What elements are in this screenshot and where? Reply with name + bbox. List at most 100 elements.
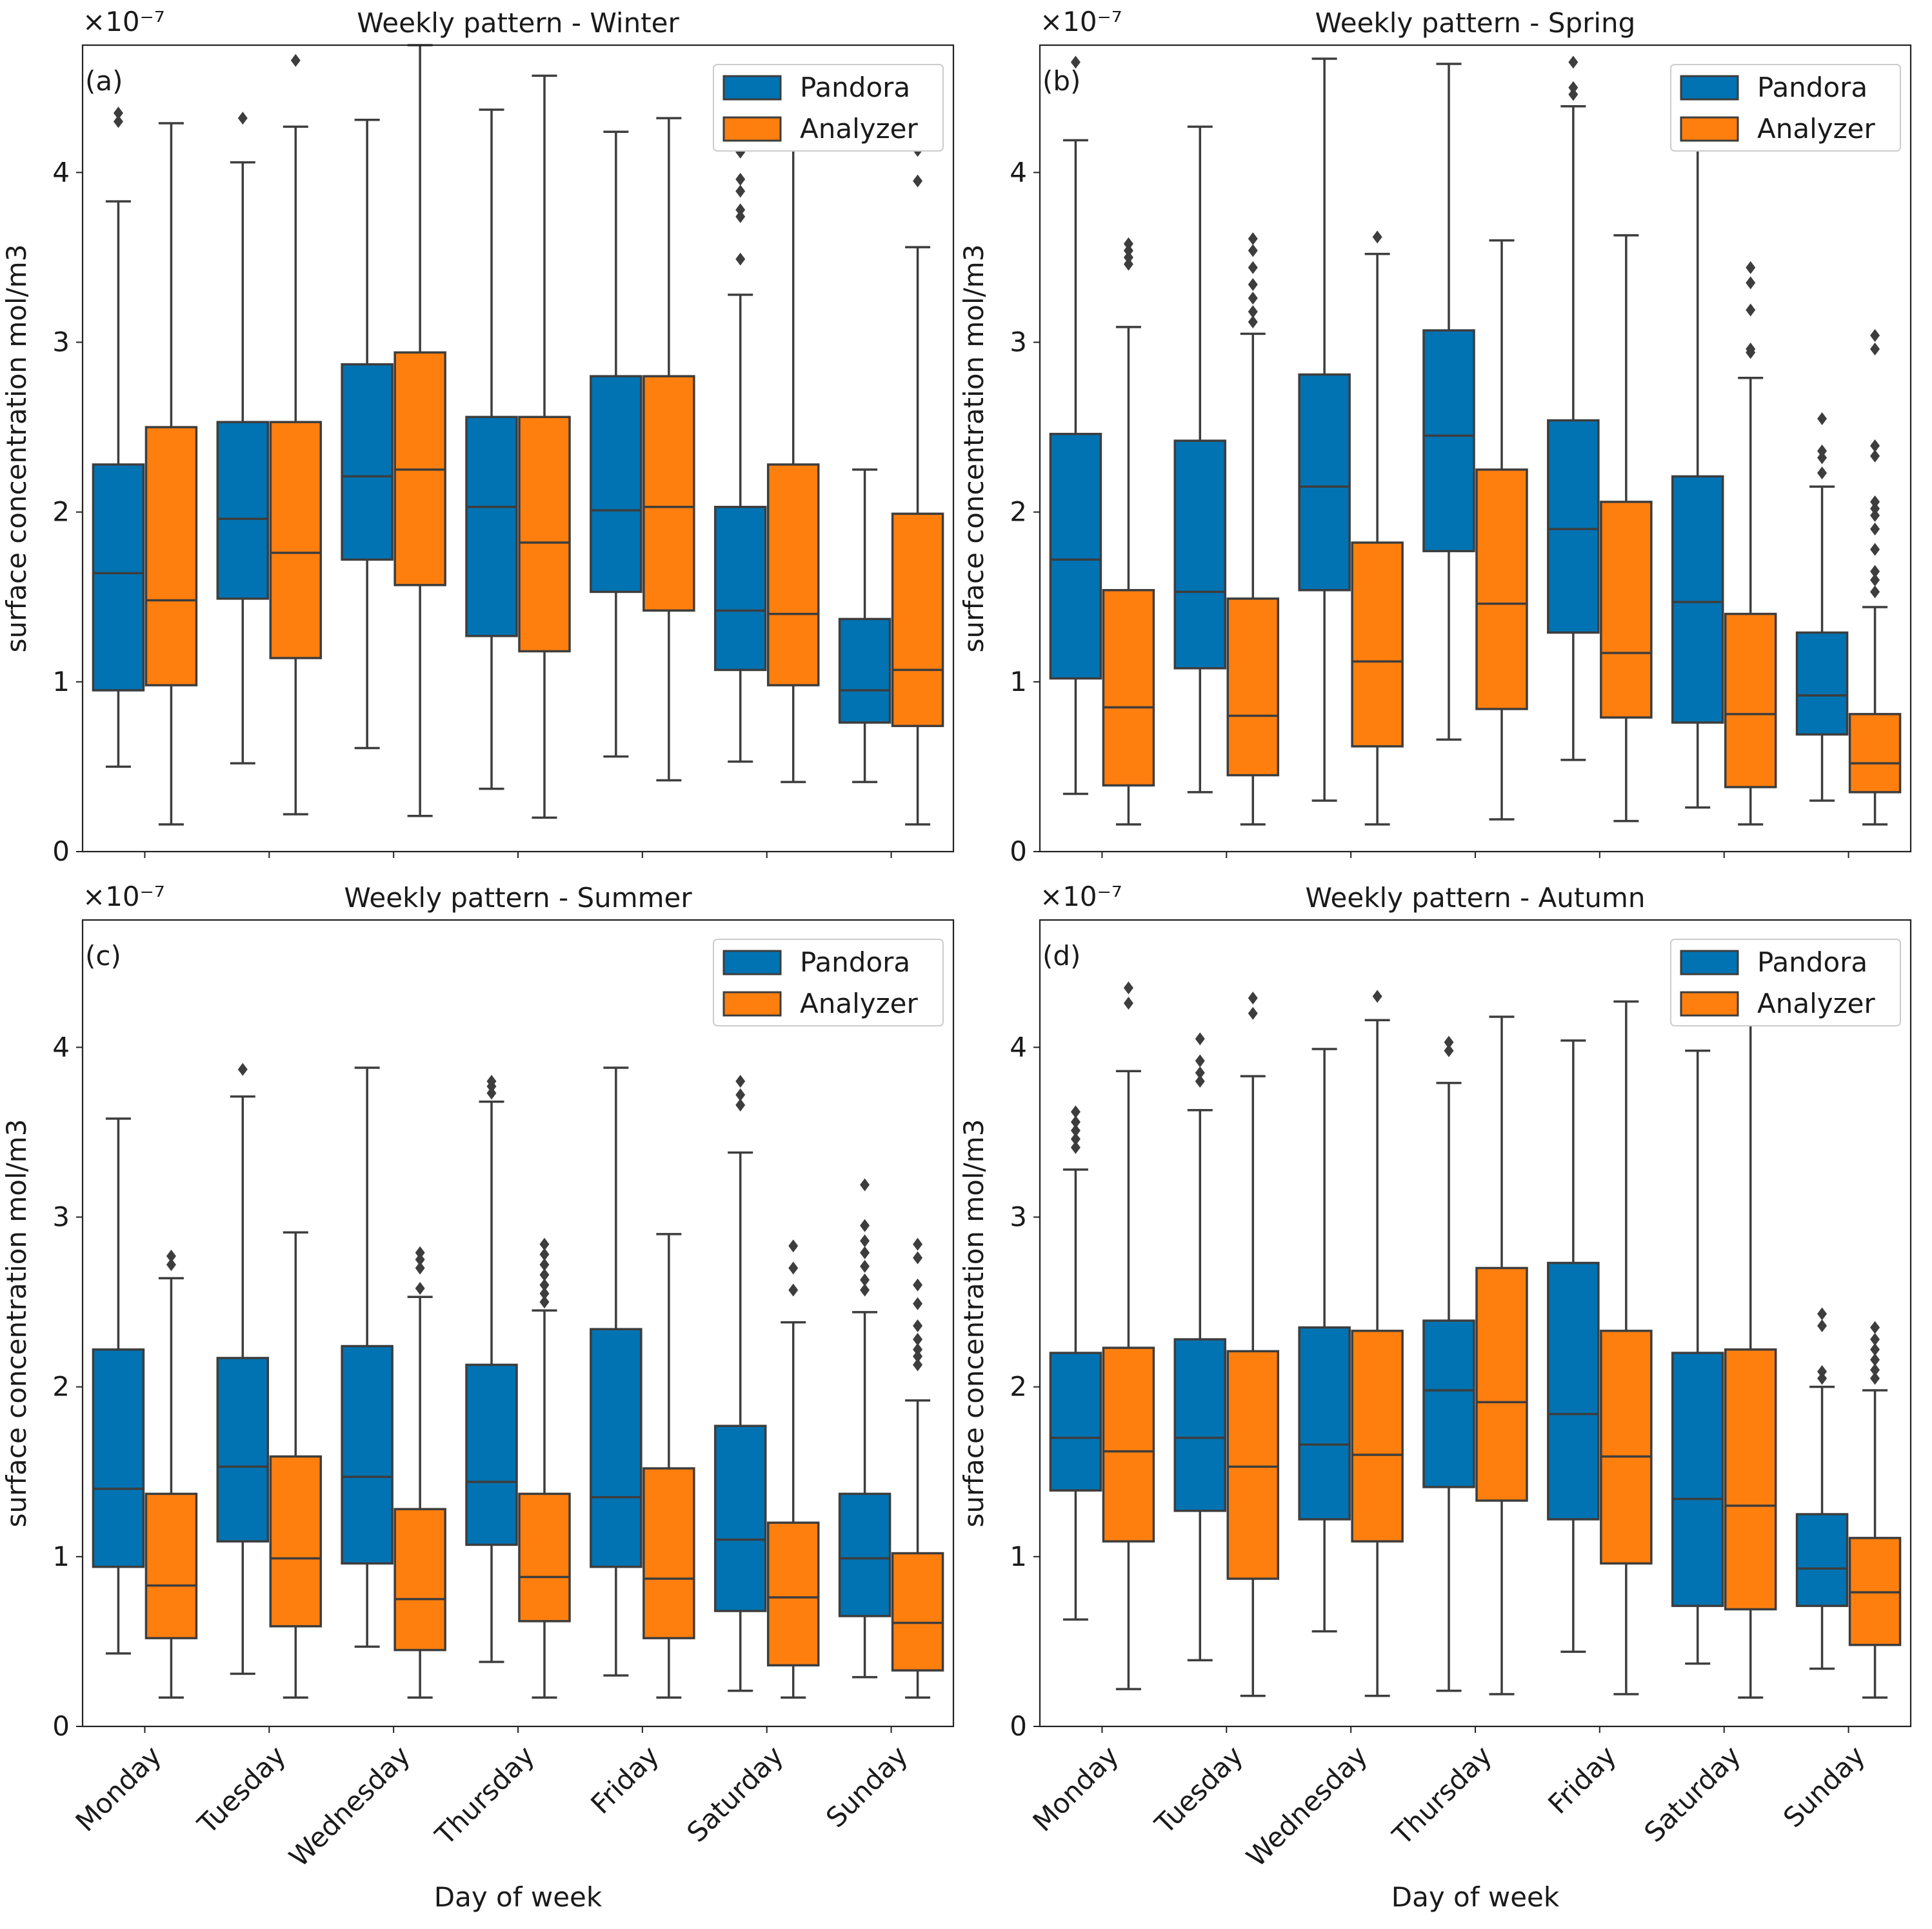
box-pandora-monday (92, 1117, 145, 1655)
outlier-point (1248, 232, 1258, 245)
box-analyzer-sunday (1848, 329, 1902, 826)
y-tick-label: 0 (1010, 835, 1027, 867)
series-analyzer (144, 44, 944, 826)
box-body (269, 421, 323, 659)
outlier-point (1568, 88, 1578, 101)
box-pandora-thursday (465, 1075, 518, 1663)
y-tick-label: 3 (1010, 326, 1027, 358)
outlier-point (1817, 1319, 1827, 1332)
y-tick-label: 3 (52, 326, 70, 358)
outlier-point (1817, 466, 1827, 480)
box-pandora-tuesday (216, 112, 270, 765)
box-pandora-saturday (1671, 119, 1724, 809)
box-body (1173, 1338, 1227, 1512)
box-body (1422, 329, 1475, 552)
box-body (713, 1424, 767, 1612)
outlier-point (1870, 502, 1880, 515)
outlier-point (539, 1295, 550, 1309)
outlier-point (1746, 261, 1756, 274)
outlier-point (913, 1297, 923, 1310)
outlier-point (1817, 1372, 1827, 1385)
outlier-point (1070, 1105, 1081, 1119)
box-analyzer-tuesday (1226, 992, 1280, 1697)
y-tick-label: 2 (52, 1371, 70, 1403)
outlier-point (113, 106, 123, 120)
legend-label-analyzer: Analyzer (800, 113, 918, 145)
box-analyzer-monday (1102, 981, 1155, 1690)
series-analyzer (1102, 981, 1902, 1699)
outlier-point (1123, 250, 1133, 264)
legend-swatch-analyzer (722, 991, 782, 1017)
panel-a: 0 1 2 3 4 ×10⁻⁷ Weekly pattern - Winter (a) surf… (1, 6, 955, 867)
outlier-point (735, 1088, 746, 1102)
series-analyzer (1102, 230, 1902, 826)
box-body (838, 617, 891, 724)
outlier-point (539, 1237, 550, 1251)
outlier-point (913, 1358, 923, 1372)
box-body (1351, 541, 1404, 748)
outlier-point (735, 252, 746, 266)
box-analyzer-wednesday (393, 44, 446, 817)
box-body (1226, 597, 1280, 777)
outlier-point (1123, 237, 1133, 250)
box-body (144, 1492, 198, 1639)
outlier-point (539, 1258, 550, 1272)
x-tick-label-saturday: Saturday (1638, 1739, 1746, 1848)
box-analyzer-friday (642, 117, 695, 782)
y-tick-label: 4 (52, 156, 70, 188)
outlier-point (860, 1283, 870, 1297)
outlier-point (1746, 303, 1756, 317)
outlier-point (1870, 543, 1880, 556)
outlier-point (415, 1261, 425, 1275)
x-tick-label-sunday: Sunday (1777, 1739, 1871, 1834)
outlier-point (1817, 444, 1827, 457)
box-analyzer-tuesday (269, 54, 323, 815)
box-pandora-wednesday (1298, 1048, 1351, 1633)
outlier-point (1070, 55, 1081, 69)
box-analyzer-wednesday (1351, 230, 1404, 826)
outlier-point (1870, 585, 1880, 599)
legend-swatch-analyzer (1680, 116, 1739, 142)
outlier-point (735, 203, 746, 217)
box-body (465, 415, 518, 637)
panel-title: Weekly pattern - Winter (357, 7, 679, 39)
outlier-point (1070, 1132, 1081, 1146)
outlier-point (1568, 55, 1578, 69)
y-tick-label: 3 (52, 1201, 70, 1233)
outlier-point (237, 1063, 248, 1076)
box-analyzer-friday (642, 1233, 695, 1699)
box-body (1724, 1348, 1777, 1611)
outlier-point (1070, 1141, 1081, 1154)
y-tick-label: 2 (1010, 1371, 1027, 1403)
box-pandora-thursday (465, 108, 518, 790)
panel-label: (c) (85, 940, 121, 972)
box-analyzer-saturday (1724, 261, 1777, 826)
box-body (838, 1492, 891, 1617)
outlier-point (860, 1234, 870, 1248)
y-tick-label: 0 (52, 835, 70, 867)
box-body (216, 1357, 270, 1543)
outlier-point (1870, 565, 1880, 578)
panel-label: (a) (85, 65, 123, 97)
outlier-point (1123, 996, 1133, 1010)
legend-label-pandora: Pandora (800, 946, 910, 978)
outlier-point (1870, 1333, 1880, 1346)
box-pandora-wednesday (1298, 57, 1351, 802)
y-tick-label: 1 (1010, 1541, 1027, 1572)
outlier-point (1568, 81, 1578, 94)
outlier-point (735, 1075, 746, 1088)
outlier-point (1817, 1365, 1827, 1378)
outlier-point (539, 1286, 550, 1300)
outlier-point (1070, 1115, 1081, 1129)
axes-frame (1039, 919, 1912, 1728)
outlier-point (913, 1319, 923, 1332)
legend: Pandora Analyzer (1670, 939, 1901, 1026)
legend-swatch-pandora (1680, 75, 1739, 101)
box-body (393, 1508, 446, 1652)
box-analyzer-tuesday (1226, 232, 1280, 826)
outlier-point (788, 1239, 799, 1253)
box-analyzer-wednesday (393, 1246, 446, 1699)
box-analyzer-saturday (766, 1239, 820, 1699)
box-body (1173, 439, 1227, 670)
